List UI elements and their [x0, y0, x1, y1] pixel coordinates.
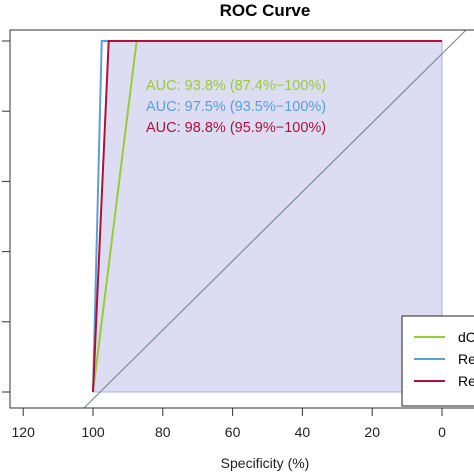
auc-label-3: AUC: 98.8% (95.9%−100%)	[146, 120, 326, 136]
auc-label-2: AUC: 97.5% (93.5%−100%)	[146, 99, 326, 115]
x-tick-label: 0	[438, 424, 446, 440]
x-axis: 120 100 80 60 40 20 0	[12, 407, 446, 440]
roc-series-line-3	[92, 40, 442, 393]
legend-label-2: Re	[458, 351, 474, 367]
x-tick-label: 120	[12, 424, 36, 440]
x-tick-label: 100	[81, 424, 105, 440]
chart-title: ROC Curve	[220, 1, 311, 20]
reference-diagonal	[83, 29, 467, 409]
x-tick-label: 80	[155, 424, 171, 440]
legend-label-3: Re	[458, 373, 474, 389]
legend-box	[401, 315, 474, 407]
plot-area	[83, 29, 467, 409]
y-axis-ticks	[2, 40, 10, 393]
x-tick-label: 60	[225, 424, 241, 440]
x-tick-label: 20	[364, 424, 380, 440]
x-axis-label: Specificity (%)	[221, 455, 310, 471]
x-tick-label: 40	[295, 424, 311, 440]
legend: dC Re Re	[401, 315, 474, 407]
auc-labels: AUC: 93.8% (87.4%−100%) AUC: 97.5% (93.5%…	[146, 78, 326, 136]
legend-label-1: dC	[458, 329, 474, 345]
auc-label-1: AUC: 93.8% (87.4%−100%)	[146, 78, 326, 94]
